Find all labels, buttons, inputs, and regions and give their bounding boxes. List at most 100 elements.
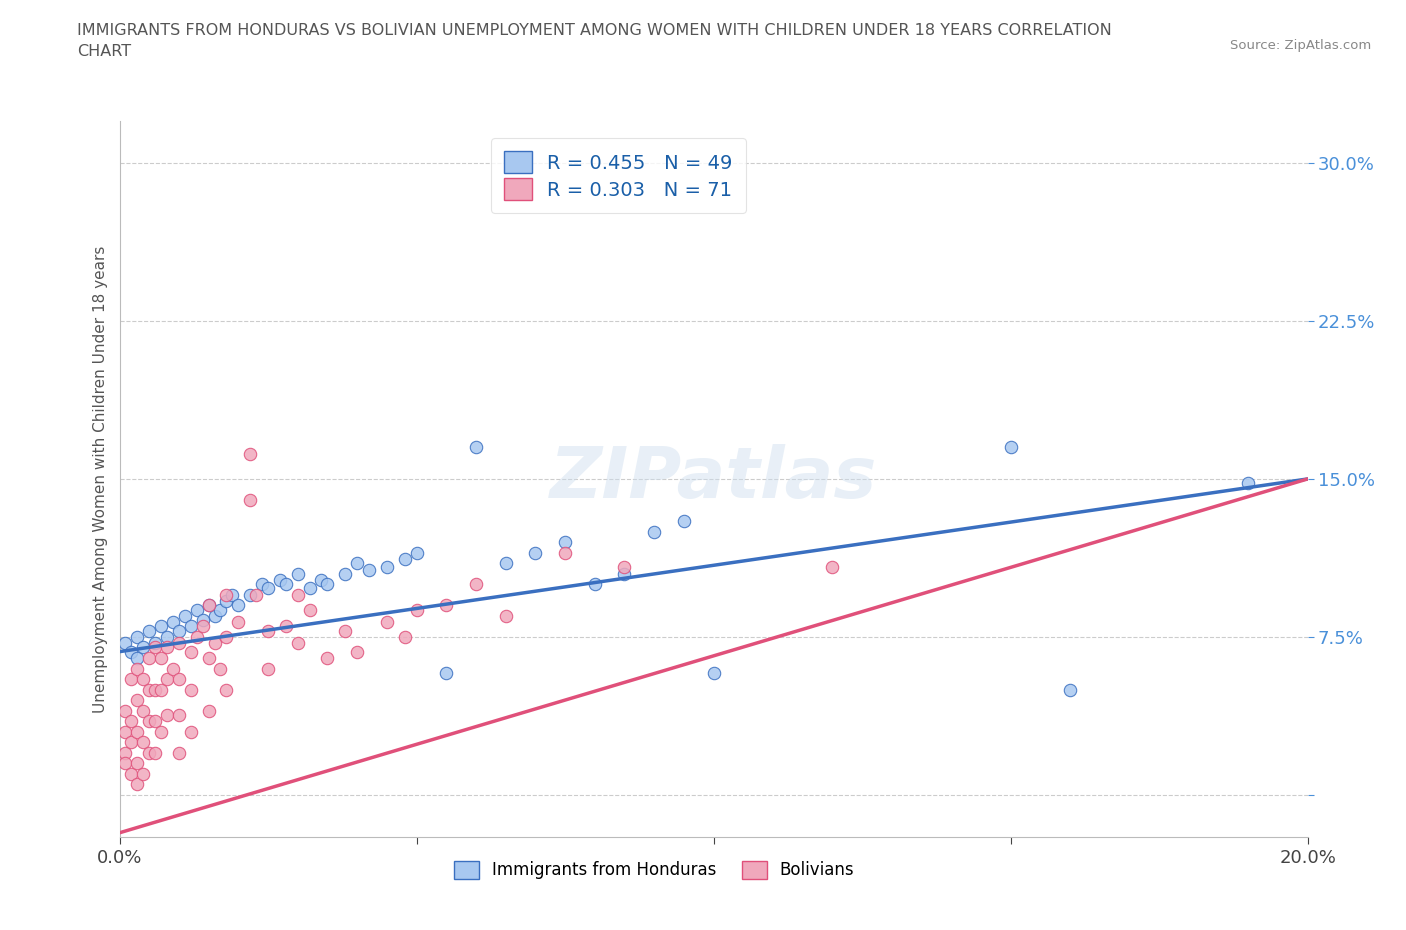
Point <box>375 560 398 575</box>
Point <box>298 581 321 596</box>
Point <box>269 573 291 588</box>
Point <box>311 573 333 588</box>
Point <box>215 593 238 608</box>
Point <box>114 745 136 760</box>
Point <box>287 588 309 603</box>
Point <box>221 588 243 603</box>
Point <box>524 545 547 560</box>
Point <box>204 608 226 623</box>
Point <box>228 598 250 613</box>
Point <box>120 735 142 750</box>
Point <box>180 619 202 634</box>
Point <box>239 446 262 461</box>
Point <box>204 636 226 651</box>
Point <box>180 644 202 659</box>
Point <box>197 651 219 666</box>
Legend: Immigrants from Honduras, Bolivians: Immigrants from Honduras, Bolivians <box>447 854 860 886</box>
Point <box>394 551 416 566</box>
Point <box>703 665 725 680</box>
Point <box>215 588 238 603</box>
Point <box>672 513 695 528</box>
Point <box>186 602 208 617</box>
Point <box>495 608 517 623</box>
Point <box>132 640 155 655</box>
Point <box>191 619 214 634</box>
Point <box>257 661 280 676</box>
Point <box>186 630 208 644</box>
Point <box>613 566 636 581</box>
Point <box>127 651 149 666</box>
Point <box>464 577 488 591</box>
Point <box>143 636 166 651</box>
Point <box>162 615 184 630</box>
Point <box>583 577 606 591</box>
Point <box>1000 440 1022 455</box>
Point <box>132 766 155 781</box>
Point <box>239 588 262 603</box>
Point <box>613 560 636 575</box>
Point <box>132 703 155 718</box>
Point <box>167 671 190 686</box>
Point <box>162 661 184 676</box>
Point <box>405 545 427 560</box>
Point <box>167 623 190 638</box>
Point <box>120 766 142 781</box>
Point <box>132 735 155 750</box>
Point <box>215 682 238 697</box>
Point <box>316 577 339 591</box>
Point <box>245 588 267 603</box>
Point <box>209 661 232 676</box>
Point <box>167 636 190 651</box>
Point <box>191 613 214 628</box>
Point <box>127 756 149 771</box>
Point <box>464 440 488 455</box>
Point <box>114 756 136 771</box>
Point <box>114 636 136 651</box>
Point <box>127 777 149 791</box>
Point <box>127 693 149 708</box>
Point <box>120 671 142 686</box>
Text: IMMIGRANTS FROM HONDURAS VS BOLIVIAN UNEMPLOYMENT AMONG WOMEN WITH CHILDREN UNDE: IMMIGRANTS FROM HONDURAS VS BOLIVIAN UNE… <box>77 23 1112 60</box>
Point <box>143 682 166 697</box>
Point <box>405 602 427 617</box>
Point <box>274 577 297 591</box>
Point <box>197 598 219 613</box>
Point <box>335 623 357 638</box>
Point <box>114 703 136 718</box>
Point <box>434 665 457 680</box>
Point <box>197 703 219 718</box>
Point <box>215 630 238 644</box>
Point <box>180 724 202 739</box>
Point <box>287 566 309 581</box>
Point <box>132 671 155 686</box>
Point <box>375 615 398 630</box>
Point <box>156 640 179 655</box>
Point <box>298 602 321 617</box>
Point <box>127 630 149 644</box>
Point <box>821 560 844 575</box>
Point <box>1059 682 1081 697</box>
Point <box>357 562 380 577</box>
Point <box>250 577 273 591</box>
Point <box>287 636 309 651</box>
Point <box>554 545 576 560</box>
Point <box>156 671 179 686</box>
Point <box>346 556 368 571</box>
Point <box>138 713 160 728</box>
Point <box>257 623 280 638</box>
Point <box>316 651 339 666</box>
Point <box>228 615 250 630</box>
Point <box>346 644 368 659</box>
Point <box>167 745 190 760</box>
Point <box>150 724 173 739</box>
Point <box>120 644 142 659</box>
Point <box>114 724 136 739</box>
Text: ZIPatlas: ZIPatlas <box>550 445 877 513</box>
Point <box>197 598 219 613</box>
Y-axis label: Unemployment Among Women with Children Under 18 years: Unemployment Among Women with Children U… <box>93 246 108 712</box>
Point <box>1237 476 1260 491</box>
Point <box>143 745 166 760</box>
Point <box>138 651 160 666</box>
Point <box>643 525 665 539</box>
Point <box>394 630 416 644</box>
